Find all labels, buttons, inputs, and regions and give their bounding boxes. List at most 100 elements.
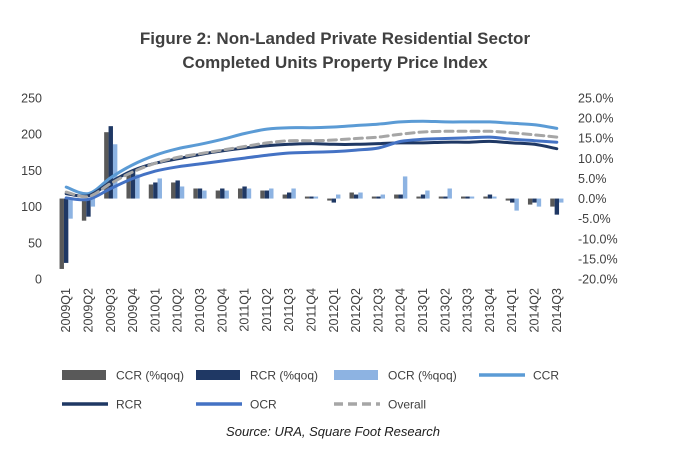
bar [193,188,198,199]
bar [394,194,399,199]
x-tick-label: 2009Q2 [81,288,95,333]
bar [527,198,533,205]
bar [554,198,560,215]
bar [220,188,225,199]
bar [112,144,118,199]
x-tick-label: 2009Q1 [59,288,73,333]
y-right-tick-label: 0.0% [578,192,607,206]
bar [349,192,354,199]
legend-swatch [62,370,106,380]
bar [90,198,96,207]
bar [487,194,493,199]
bar [313,196,319,199]
x-tick-label: 2010Q4 [215,288,229,333]
chart-title-line: Figure 2: Non-Landed Private Residential… [140,29,531,48]
chart-source: Source: URA, Square Foot Research [226,424,440,439]
bar [416,196,421,199]
chart-title: Figure 2: Non-Landed Private Residential… [140,29,531,72]
bar [86,198,91,217]
bar [398,194,403,199]
bar [469,196,475,199]
bar [380,194,386,199]
bar [282,194,287,199]
y-right-tick-label: 25.0% [578,92,613,106]
bar [153,182,158,199]
bar [224,190,229,199]
bar [536,198,542,207]
bar [461,196,466,199]
bar [81,198,87,221]
y-left-tick-label: 50 [28,236,42,250]
bar [108,126,113,199]
y-left-tick-label: 150 [21,164,42,178]
y-right-tick-label: 10.0% [578,152,613,166]
bar [175,180,180,199]
y-left-tick-label: 100 [21,200,42,214]
x-tick-label: 2012Q3 [371,288,385,333]
bar [179,186,185,199]
bar [291,188,296,199]
bar [68,198,73,219]
bar [309,196,314,199]
x-tick-label: 2011Q2 [260,288,274,332]
bar [336,194,341,199]
bar [505,198,511,201]
chart-legend: CCR (%qoq) RCR (%qoq) OCR (%qoq) CCR RCR OCR O… [62,369,559,412]
bar [237,188,243,199]
x-tick-label: 2013Q3 [461,288,475,333]
bar [327,198,332,201]
bar-layer [59,126,564,269]
bar [157,178,162,199]
x-tick-label: 2012Q1 [327,288,341,333]
x-tick-label: 2013Q4 [483,288,497,333]
y-right-tick-label: -20.0% [578,273,618,287]
x-tick-label: 2010Q2 [171,288,185,333]
y-right-tick-label: 20.0% [578,112,613,126]
series-line [64,135,559,202]
bar [402,176,408,199]
x-tick-label: 2009Q4 [126,288,140,333]
bar [447,188,452,199]
x-tick-label: 2010Q1 [148,288,162,333]
series-line [64,129,559,199]
bar [104,132,109,199]
x-tick-label: 2014Q2 [528,288,542,333]
bar [420,194,426,199]
x-tick-label: 2013Q2 [438,288,452,333]
x-tick-label: 2012Q4 [394,288,408,333]
legend-label: RCR [116,398,142,412]
bar [264,190,270,199]
chart-axes: 0 50 100 150 200 250 -20.0% -15.0% -10.0% -5.0% 0.… [21,92,617,333]
y-right-tick-label: -10.0% [578,232,618,246]
legend-label: OCR (%qoq) [388,369,457,383]
bar [304,196,310,199]
x-tick-label: 2009Q3 [104,288,118,333]
bar [171,182,176,199]
legend-label: OCR [250,398,277,412]
bar [63,198,69,263]
bar [353,194,359,199]
bar [443,196,448,199]
bar [559,198,564,203]
x-tick-label: 2012Q2 [349,288,363,333]
bar [514,198,519,211]
legend-swatch [196,370,240,380]
legend-label: CCR [533,369,559,383]
series-line [64,119,559,196]
y-right-tick-label: 5.0% [578,172,607,186]
x-tick-label: 2014Q3 [550,288,564,333]
bar [358,192,363,199]
bar [59,198,64,269]
bar [242,186,247,199]
y-left-tick-label: 0 [35,273,42,287]
y-right-tick-label: 15.0% [578,132,613,146]
y-right-tick-label: -15.0% [578,252,618,266]
x-tick-label: 2010Q3 [193,288,207,333]
bar [510,198,515,203]
bar [532,198,537,203]
line-layer [64,119,559,202]
bar [550,198,555,207]
bar [492,196,497,199]
bar [371,196,377,199]
